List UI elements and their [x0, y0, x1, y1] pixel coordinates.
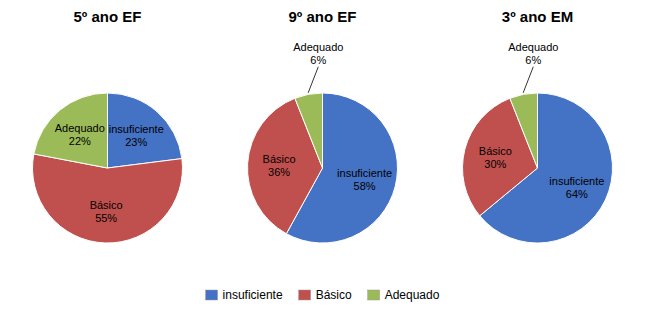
- data-label-value: 58%: [354, 180, 376, 192]
- data-label-category: Adequado: [55, 122, 105, 134]
- legend-swatch: [206, 290, 218, 300]
- pie-panel: 9º ano EF insuficiente58% Básico36% Adequad…: [248, 8, 398, 243]
- chart-title: 3º ano EM: [502, 8, 573, 25]
- chart-root: 5º ano EFinsuficiente23%Básico55%Adequad…: [0, 0, 645, 310]
- pie-slice: [108, 93, 182, 168]
- data-label-value: 64%: [566, 188, 588, 200]
- data-label: Adequado6%: [293, 41, 343, 66]
- legend-item: insuficiente: [206, 288, 283, 302]
- pie: insuficiente58% Básico36% Adequado6%: [248, 41, 398, 243]
- data-label-value: 6%: [310, 54, 326, 66]
- chart-title: 9º ano EF: [289, 8, 357, 25]
- pie-slice: [510, 93, 538, 168]
- legend-item: Adequado: [368, 288, 440, 302]
- data-label-value: 36%: [268, 166, 290, 178]
- data-label-value: 23%: [125, 136, 147, 148]
- data-label-category: Básico: [479, 145, 512, 157]
- data-labels: insuficiente64% Básico30% Adequado6%: [479, 41, 605, 200]
- data-label: Básico30%: [479, 145, 512, 170]
- legend-label: insuficiente: [223, 288, 283, 302]
- data-label-value: 30%: [484, 158, 506, 170]
- data-label-category: Adequado: [293, 41, 343, 53]
- data-label: insuficiente64%: [549, 175, 604, 200]
- data-label-value: 55%: [95, 212, 117, 224]
- data-label-category: insuficiente: [337, 167, 392, 179]
- data-label-category: Adequado: [508, 41, 558, 53]
- legend-swatch: [368, 290, 380, 300]
- data-label: Adequado22%: [55, 122, 105, 147]
- data-label-category: Básico: [90, 199, 123, 211]
- data-label-category: insuficiente: [109, 123, 164, 135]
- data-label-value: 6%: [525, 54, 541, 66]
- data-label-category: insuficiente: [549, 175, 604, 187]
- data-label: insuficiente58%: [337, 167, 392, 192]
- data-label-category: Básico: [263, 153, 296, 165]
- chart-title: 5º ano EF: [74, 8, 142, 25]
- data-label: Básico55%: [90, 199, 123, 224]
- data-labels: insuficiente58% Básico36% Adequado6%: [263, 41, 393, 192]
- leader-line: [308, 67, 318, 93]
- pie: insuficiente23% Básico55% Adequado22%: [33, 93, 183, 243]
- legend-label: Adequado: [385, 288, 440, 302]
- legend-label: Básico: [316, 288, 352, 302]
- pie: insuficiente64% Básico30% Adequado6%: [463, 41, 613, 243]
- leader-line: [523, 67, 533, 93]
- pie-panel: 5º ano EF insuficiente23% Básico55% Adequad…: [33, 8, 183, 243]
- legend-swatch: [299, 290, 311, 300]
- legend: insuficiente Básico Adequado: [206, 288, 440, 302]
- data-label: Adequado6%: [508, 41, 558, 66]
- data-label-value: 22%: [69, 135, 91, 147]
- pie-slice: [295, 93, 323, 168]
- data-labels: insuficiente23% Básico55% Adequado22%: [55, 122, 164, 224]
- data-label: Básico36%: [263, 153, 296, 178]
- pie-slice: [34, 93, 108, 168]
- data-label: insuficiente23%: [109, 123, 164, 148]
- legend-item: Básico: [299, 288, 352, 302]
- pie-panel: 3º ano EM insuficiente64% Básico30% Adequad…: [463, 8, 613, 243]
